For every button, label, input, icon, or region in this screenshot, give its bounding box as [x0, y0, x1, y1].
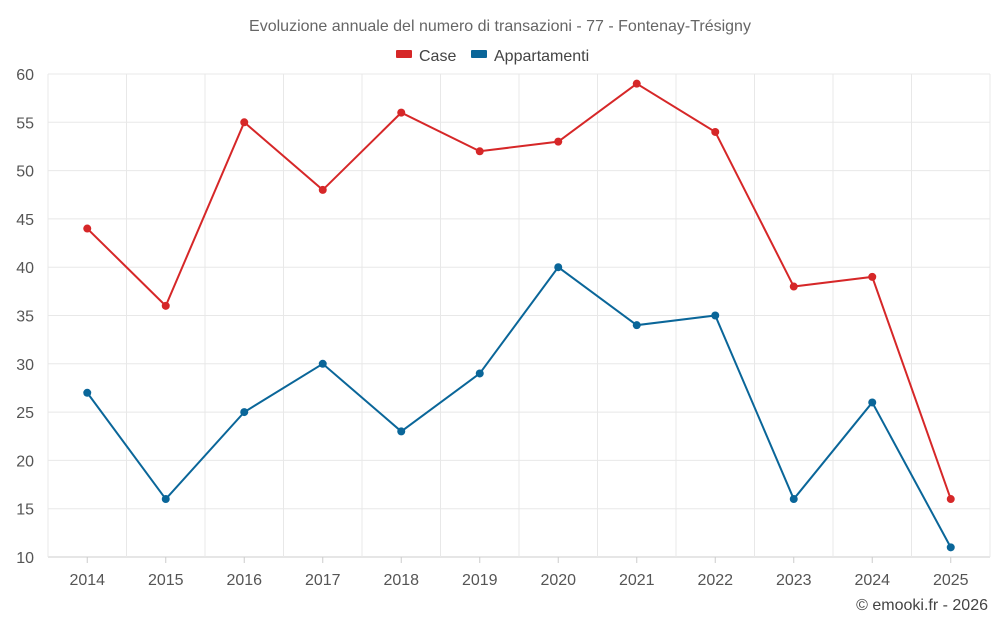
x-tick-label: 2016 [226, 572, 262, 589]
series-line-appartamenti [86, 265, 952, 548]
data-point-appartamenti[interactable] [83, 388, 92, 397]
series [83, 79, 955, 552]
data-point-appartamenti[interactable] [554, 263, 563, 272]
x-tick-label: 2015 [148, 572, 184, 589]
data-point-appartamenti[interactable] [475, 369, 484, 378]
x-tick-label: 2017 [305, 572, 341, 589]
legend-label-appartamenti: Appartamenti [494, 48, 589, 65]
data-point-case[interactable] [475, 147, 484, 156]
credit-text: © emooki.fr - 2026 [856, 597, 988, 614]
series-line-case [86, 82, 952, 500]
data-point-appartamenti[interactable] [240, 408, 249, 417]
data-point-appartamenti[interactable] [161, 495, 170, 504]
y-axis: 10 15 20 25 30 35 40 45 50 55 60 [16, 67, 34, 567]
x-tick-label: 2014 [69, 572, 105, 589]
data-point-appartamenti[interactable] [397, 427, 406, 436]
legend-item-case[interactable]: Case [396, 48, 456, 65]
y-tick-label: 40 [16, 260, 34, 277]
x-axis: 2014 2015 2016 2017 2018 2019 2020 2021 2022 2023… [69, 557, 969, 589]
data-point-case[interactable] [240, 118, 249, 127]
data-point-case[interactable] [868, 272, 877, 281]
x-tick-label: 2018 [383, 572, 419, 589]
legend: Case Appartamenti [396, 48, 589, 65]
data-point-case[interactable] [397, 108, 406, 117]
data-point-case[interactable] [554, 137, 563, 146]
y-tick-label: 55 [16, 115, 34, 132]
x-tick-label: 2022 [697, 572, 733, 589]
y-tick-label: 10 [16, 550, 34, 567]
data-point-appartamenti[interactable] [711, 311, 720, 320]
x-tick-label: 2020 [540, 572, 576, 589]
x-tick-label: 2019 [462, 572, 498, 589]
y-tick-label: 45 [16, 212, 34, 229]
data-point-appartamenti[interactable] [789, 495, 798, 504]
x-tick-label: 2024 [854, 572, 890, 589]
y-tick-label: 15 [16, 502, 34, 519]
x-tick-label: 2025 [933, 572, 969, 589]
legend-item-appartamenti[interactable]: Appartamenti [471, 48, 589, 65]
legend-swatch-appartamenti [471, 50, 487, 58]
data-point-appartamenti[interactable] [318, 359, 327, 368]
y-tick-label: 50 [16, 164, 34, 181]
data-point-appartamenti[interactable] [946, 543, 955, 552]
y-tick-label: 35 [16, 309, 34, 326]
data-point-case[interactable] [711, 127, 720, 136]
data-point-appartamenti[interactable] [868, 398, 877, 407]
y-tick-label: 20 [16, 453, 34, 470]
data-point-case[interactable] [946, 495, 955, 504]
chart-title: Evoluzione annuale del numero di transaz… [249, 18, 751, 35]
y-tick-label: 30 [16, 357, 34, 374]
data-point-case[interactable] [318, 185, 327, 194]
data-point-case[interactable] [83, 224, 92, 233]
x-tick-label: 2023 [776, 572, 812, 589]
y-tick-label: 60 [16, 67, 34, 84]
legend-swatch-case [396, 50, 412, 58]
x-tick-label: 2021 [619, 572, 655, 589]
legend-label-case: Case [419, 48, 456, 65]
y-tick-label: 25 [16, 405, 34, 422]
data-point-case[interactable] [632, 79, 641, 88]
data-point-case[interactable] [161, 301, 170, 310]
data-point-case[interactable] [789, 282, 798, 291]
data-point-appartamenti[interactable] [632, 321, 641, 330]
